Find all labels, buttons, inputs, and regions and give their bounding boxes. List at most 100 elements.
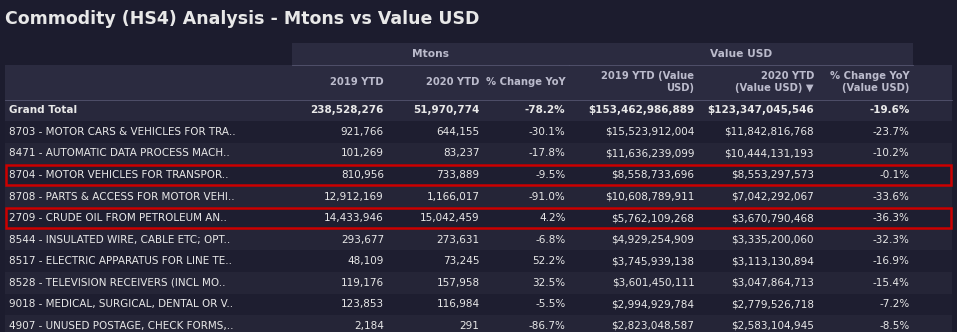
Text: 273,631: 273,631: [436, 235, 479, 245]
Text: -86.7%: -86.7%: [528, 321, 566, 331]
Text: 8544 - INSULATED WIRE, CABLE ETC; OPT..: 8544 - INSULATED WIRE, CABLE ETC; OPT..: [10, 235, 231, 245]
Text: $3,601,450,111: $3,601,450,111: [612, 278, 695, 288]
Text: $2,583,104,945: $2,583,104,945: [731, 321, 813, 331]
Text: 15,042,459: 15,042,459: [420, 213, 479, 223]
Text: 14,433,946: 14,433,946: [324, 213, 384, 223]
Text: Mtons: Mtons: [412, 49, 449, 59]
Bar: [6, 207, 951, 229]
Text: $3,335,200,060: $3,335,200,060: [731, 235, 813, 245]
Bar: [6, 186, 951, 207]
Text: $3,047,864,713: $3,047,864,713: [731, 278, 813, 288]
Text: $7,042,292,067: $7,042,292,067: [731, 192, 813, 202]
Text: 8704 - MOTOR VEHICLES FOR TRANSPOR..: 8704 - MOTOR VEHICLES FOR TRANSPOR..: [10, 170, 229, 180]
Text: 83,237: 83,237: [443, 148, 479, 158]
Text: Commodity (HS4) Analysis - Mtons vs Value USD: Commodity (HS4) Analysis - Mtons vs Valu…: [6, 10, 479, 28]
Text: Value USD: Value USD: [710, 49, 772, 59]
Text: -5.5%: -5.5%: [535, 299, 566, 309]
Text: -16.9%: -16.9%: [873, 256, 909, 266]
Bar: [6, 100, 951, 121]
Text: $15,523,912,004: $15,523,912,004: [605, 127, 695, 137]
Text: $4,929,254,909: $4,929,254,909: [612, 235, 695, 245]
Text: 119,176: 119,176: [341, 278, 384, 288]
Bar: [6, 272, 951, 293]
Text: 2020 YTD
(Value USD) ▼: 2020 YTD (Value USD) ▼: [735, 71, 813, 94]
Bar: [6, 121, 951, 143]
Text: $5,762,109,268: $5,762,109,268: [612, 213, 695, 223]
Text: 157,958: 157,958: [436, 278, 479, 288]
Text: -9.5%: -9.5%: [535, 170, 566, 180]
Text: -36.3%: -36.3%: [873, 213, 909, 223]
Text: % Change YoY: % Change YoY: [486, 77, 566, 87]
Text: 9018 - MEDICAL, SURGICAL, DENTAL OR V..: 9018 - MEDICAL, SURGICAL, DENTAL OR V..: [10, 299, 234, 309]
Text: $3,113,130,894: $3,113,130,894: [731, 256, 813, 266]
Text: -23.7%: -23.7%: [873, 127, 909, 137]
Text: -91.0%: -91.0%: [528, 192, 566, 202]
Text: 4907 - UNUSED POSTAGE, CHECK FORMS,..: 4907 - UNUSED POSTAGE, CHECK FORMS,..: [10, 321, 234, 331]
Text: 51,970,774: 51,970,774: [413, 105, 479, 115]
Text: 733,889: 733,889: [436, 170, 479, 180]
Text: -8.5%: -8.5%: [879, 321, 909, 331]
Text: 8517 - ELECTRIC APPARATUS FOR LINE TE..: 8517 - ELECTRIC APPARATUS FOR LINE TE..: [10, 256, 233, 266]
Text: -78.2%: -78.2%: [524, 105, 566, 115]
Text: $123,347,045,546: $123,347,045,546: [707, 105, 813, 115]
Text: 2020 YTD: 2020 YTD: [426, 77, 479, 87]
Text: $11,636,239,099: $11,636,239,099: [605, 148, 695, 158]
Text: $2,779,526,718: $2,779,526,718: [731, 299, 813, 309]
Text: 116,984: 116,984: [436, 299, 479, 309]
Bar: [6, 229, 951, 250]
Text: 8708 - PARTS & ACCESS FOR MOTOR VEHI..: 8708 - PARTS & ACCESS FOR MOTOR VEHI..: [10, 192, 234, 202]
Bar: [7, 208, 950, 228]
Text: -30.1%: -30.1%: [528, 127, 566, 137]
Bar: [7, 165, 950, 185]
Text: $11,842,816,768: $11,842,816,768: [724, 127, 813, 137]
Text: -17.8%: -17.8%: [528, 148, 566, 158]
Text: 101,269: 101,269: [341, 148, 384, 158]
Text: 921,766: 921,766: [341, 127, 384, 137]
Text: -7.2%: -7.2%: [879, 299, 909, 309]
Text: -33.6%: -33.6%: [873, 192, 909, 202]
Bar: [6, 65, 951, 100]
Text: 32.5%: 32.5%: [532, 278, 566, 288]
Text: 2,184: 2,184: [354, 321, 384, 331]
Text: -0.1%: -0.1%: [879, 170, 909, 180]
Text: $8,553,297,573: $8,553,297,573: [731, 170, 813, 180]
Text: 810,956: 810,956: [341, 170, 384, 180]
Bar: [6, 315, 951, 332]
Text: 48,109: 48,109: [347, 256, 384, 266]
Text: Grand Total: Grand Total: [10, 105, 78, 115]
Text: $2,823,048,587: $2,823,048,587: [612, 321, 695, 331]
Bar: [6, 143, 951, 164]
Text: -32.3%: -32.3%: [873, 235, 909, 245]
Text: -19.6%: -19.6%: [869, 105, 909, 115]
Text: 73,245: 73,245: [443, 256, 479, 266]
Text: 4.2%: 4.2%: [539, 213, 566, 223]
Bar: [292, 42, 569, 65]
Text: 1,166,017: 1,166,017: [427, 192, 479, 202]
Text: % Change YoY
(Value USD): % Change YoY (Value USD): [830, 71, 909, 94]
Text: 238,528,276: 238,528,276: [310, 105, 384, 115]
Text: -6.8%: -6.8%: [535, 235, 566, 245]
Text: 8703 - MOTOR CARS & VEHICLES FOR TRA..: 8703 - MOTOR CARS & VEHICLES FOR TRA..: [10, 127, 236, 137]
Text: 644,155: 644,155: [436, 127, 479, 137]
Bar: [6, 250, 951, 272]
Text: 123,853: 123,853: [341, 299, 384, 309]
Text: $10,608,789,911: $10,608,789,911: [605, 192, 695, 202]
Text: 8471 - AUTOMATIC DATA PROCESS MACH..: 8471 - AUTOMATIC DATA PROCESS MACH..: [10, 148, 230, 158]
Text: 52.2%: 52.2%: [532, 256, 566, 266]
Text: 8528 - TELEVISION RECEIVERS (INCL MO..: 8528 - TELEVISION RECEIVERS (INCL MO..: [10, 278, 226, 288]
Text: 2709 - CRUDE OIL FROM PETROLEUM AN..: 2709 - CRUDE OIL FROM PETROLEUM AN..: [10, 213, 227, 223]
Text: $153,462,986,889: $153,462,986,889: [589, 105, 695, 115]
Text: $3,670,790,468: $3,670,790,468: [731, 213, 813, 223]
Bar: [6, 164, 951, 186]
Text: $2,994,929,784: $2,994,929,784: [612, 299, 695, 309]
Text: $8,558,733,696: $8,558,733,696: [612, 170, 695, 180]
Text: 291: 291: [459, 321, 479, 331]
Text: 12,912,169: 12,912,169: [324, 192, 384, 202]
Text: $10,444,131,193: $10,444,131,193: [724, 148, 813, 158]
Text: -10.2%: -10.2%: [873, 148, 909, 158]
Bar: [569, 42, 913, 65]
Text: 293,677: 293,677: [341, 235, 384, 245]
Text: $3,745,939,138: $3,745,939,138: [612, 256, 695, 266]
Text: 2019 YTD (Value
USD): 2019 YTD (Value USD): [601, 71, 695, 94]
Text: 2019 YTD: 2019 YTD: [330, 77, 384, 87]
